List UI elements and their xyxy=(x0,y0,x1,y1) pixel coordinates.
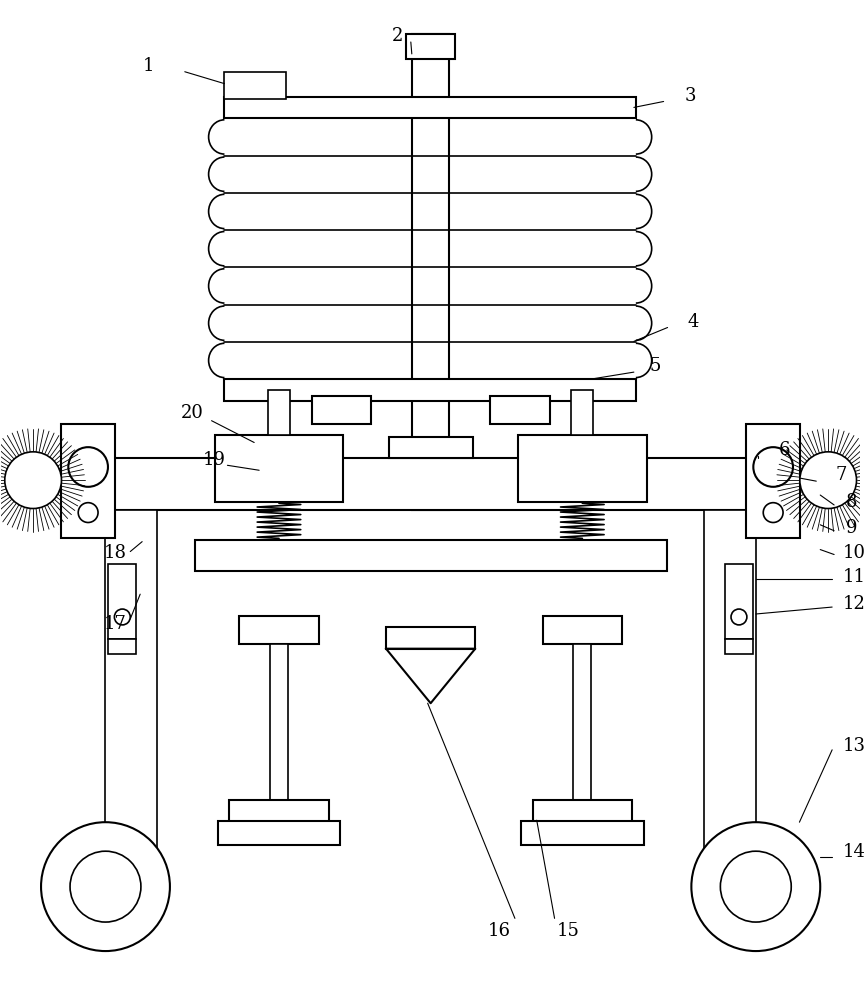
Bar xyxy=(195,540,667,571)
Bar xyxy=(312,396,372,424)
Bar xyxy=(518,435,647,502)
Bar xyxy=(270,644,288,805)
Circle shape xyxy=(691,822,820,951)
Text: 2: 2 xyxy=(392,27,404,45)
Bar xyxy=(725,564,753,639)
Text: 20: 20 xyxy=(181,404,204,422)
Bar xyxy=(406,34,456,59)
Bar xyxy=(386,627,475,649)
Bar xyxy=(106,458,759,510)
Text: 15: 15 xyxy=(557,922,580,940)
Bar xyxy=(224,97,636,118)
Text: 13: 13 xyxy=(843,737,865,755)
Bar xyxy=(61,424,115,538)
Text: 17: 17 xyxy=(104,615,126,633)
Circle shape xyxy=(731,609,746,625)
Text: 7: 7 xyxy=(836,466,847,484)
Text: 8: 8 xyxy=(846,493,857,511)
Bar xyxy=(412,34,449,510)
Bar xyxy=(533,800,632,822)
Bar xyxy=(704,510,756,857)
Bar xyxy=(389,437,473,458)
Bar xyxy=(573,644,591,805)
Bar xyxy=(106,510,157,857)
Bar xyxy=(268,390,290,435)
Bar xyxy=(215,435,344,502)
Text: 5: 5 xyxy=(650,357,662,375)
Bar xyxy=(572,390,593,435)
Text: 12: 12 xyxy=(843,595,865,613)
Circle shape xyxy=(70,851,141,922)
Text: 6: 6 xyxy=(779,441,791,459)
Circle shape xyxy=(78,503,98,523)
Bar xyxy=(224,379,636,401)
Text: 3: 3 xyxy=(685,87,696,105)
Bar xyxy=(725,639,753,654)
Bar xyxy=(229,800,328,822)
Circle shape xyxy=(41,822,170,951)
Text: 14: 14 xyxy=(843,843,865,861)
Bar xyxy=(490,396,550,424)
Bar xyxy=(108,564,136,639)
Bar xyxy=(520,821,643,845)
Text: 10: 10 xyxy=(843,544,865,562)
Text: 1: 1 xyxy=(142,57,154,75)
Circle shape xyxy=(763,503,783,523)
Text: 11: 11 xyxy=(843,568,865,586)
Circle shape xyxy=(721,851,792,922)
Circle shape xyxy=(4,452,61,509)
Bar xyxy=(217,821,340,845)
Circle shape xyxy=(68,447,108,487)
Circle shape xyxy=(114,609,130,625)
Bar xyxy=(543,616,622,644)
Text: 19: 19 xyxy=(203,451,226,469)
Bar xyxy=(746,424,800,538)
Text: 16: 16 xyxy=(488,922,511,940)
Text: 4: 4 xyxy=(688,313,699,331)
Circle shape xyxy=(800,452,856,509)
Bar xyxy=(108,639,136,654)
Bar xyxy=(224,72,286,99)
Bar xyxy=(239,616,319,644)
Text: 9: 9 xyxy=(846,519,857,537)
Circle shape xyxy=(753,447,793,487)
Text: 18: 18 xyxy=(104,544,127,562)
